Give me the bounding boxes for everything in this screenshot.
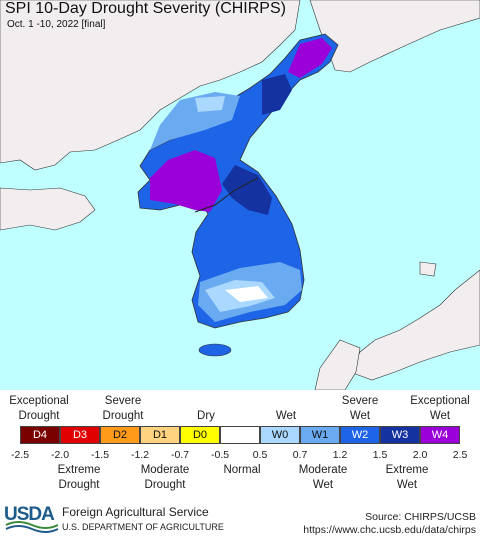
source-text: Source: CHIRPS/UCSB: [365, 511, 476, 523]
legend-tick: 0.7: [292, 449, 308, 461]
map-subtitle: Oct. 1 -10, 2022 [final]: [7, 19, 106, 30]
usda-logo-text: USDA: [4, 504, 55, 525]
legend-swatch-w2: W2: [340, 426, 380, 444]
region-w3-north: [262, 74, 292, 115]
legend-swatch-d3: D3: [60, 426, 100, 444]
department-name: U.S. DEPARTMENT OF AGRICULTURE: [62, 522, 224, 532]
japan-island: [419, 261, 437, 277]
legend-tick: -0.5: [210, 449, 230, 461]
region-w4-ne: [288, 38, 332, 78]
japan-kyushu: [314, 339, 361, 390]
legend-tick: -1.5: [90, 449, 110, 461]
usda-logo: [5, 521, 59, 533]
legend-label-normal: Normal: [223, 464, 261, 476]
border-line: [194, 177, 259, 213]
agency-name: Foreign Agricultural Service: [62, 505, 209, 519]
legend-tick: -1.2: [130, 449, 150, 461]
legend-tick: -2.0: [50, 449, 70, 461]
legend-label-moderate-drought: Moderate Drought: [140, 464, 190, 491]
legend-tick: 0.5: [252, 449, 268, 461]
legend-tick: 1.2: [332, 449, 348, 461]
legend-tick: -0.7: [170, 449, 190, 461]
legend-swatch-w0: W0: [260, 426, 300, 444]
legend-swatch-d4: D4: [20, 426, 60, 444]
legend-swatch-d1: D1: [140, 426, 180, 444]
region-normal-south: [225, 286, 268, 302]
legend-label-exceptional-wet: Exceptional Wet: [410, 395, 470, 422]
jeju-island: [198, 343, 232, 357]
region-w4-west: [150, 150, 222, 212]
legend-tick: 1.5: [372, 449, 388, 461]
legend-swatch-d2: D2: [100, 426, 140, 444]
legend-label-extreme-drought: Extreme Drought: [57, 464, 101, 491]
legend-label-severe-wet: Severe Wet: [341, 395, 379, 422]
legend-tick: 2.0: [412, 449, 428, 461]
legend-swatch-d0: D0: [180, 426, 220, 444]
map-title: SPI 10-Day Drought Severity (CHIRPS): [5, 0, 286, 17]
drought-map: [0, 0, 480, 390]
region-w3: [222, 165, 272, 215]
legend-swatch-w3: W3: [380, 426, 420, 444]
legend-label-moderate-wet: Moderate Wet: [298, 464, 348, 491]
legend-label-exceptional-drought: Exceptional Drought: [9, 395, 69, 422]
china-landmass: [0, 0, 301, 171]
legend-label-dry: Dry: [197, 410, 215, 422]
legend-label-severe-drought: Severe Drought: [102, 395, 144, 422]
source-url[interactable]: https://www.chc.ucsb.edu/data/chirps: [303, 524, 476, 536]
legend-label-extreme-wet: Extreme Wet: [385, 464, 429, 491]
legend-swatch-w4: W4: [420, 426, 460, 444]
legend-label-wet: Wet: [275, 410, 297, 422]
legend-swatch-normal: [220, 426, 260, 444]
shandong-landmass: [0, 187, 96, 231]
legend-tick: 2.5: [452, 449, 468, 461]
region-w0-north: [195, 96, 225, 112]
legend-swatch-w1: W1: [300, 426, 340, 444]
legend-tick: -2.5: [10, 449, 30, 461]
